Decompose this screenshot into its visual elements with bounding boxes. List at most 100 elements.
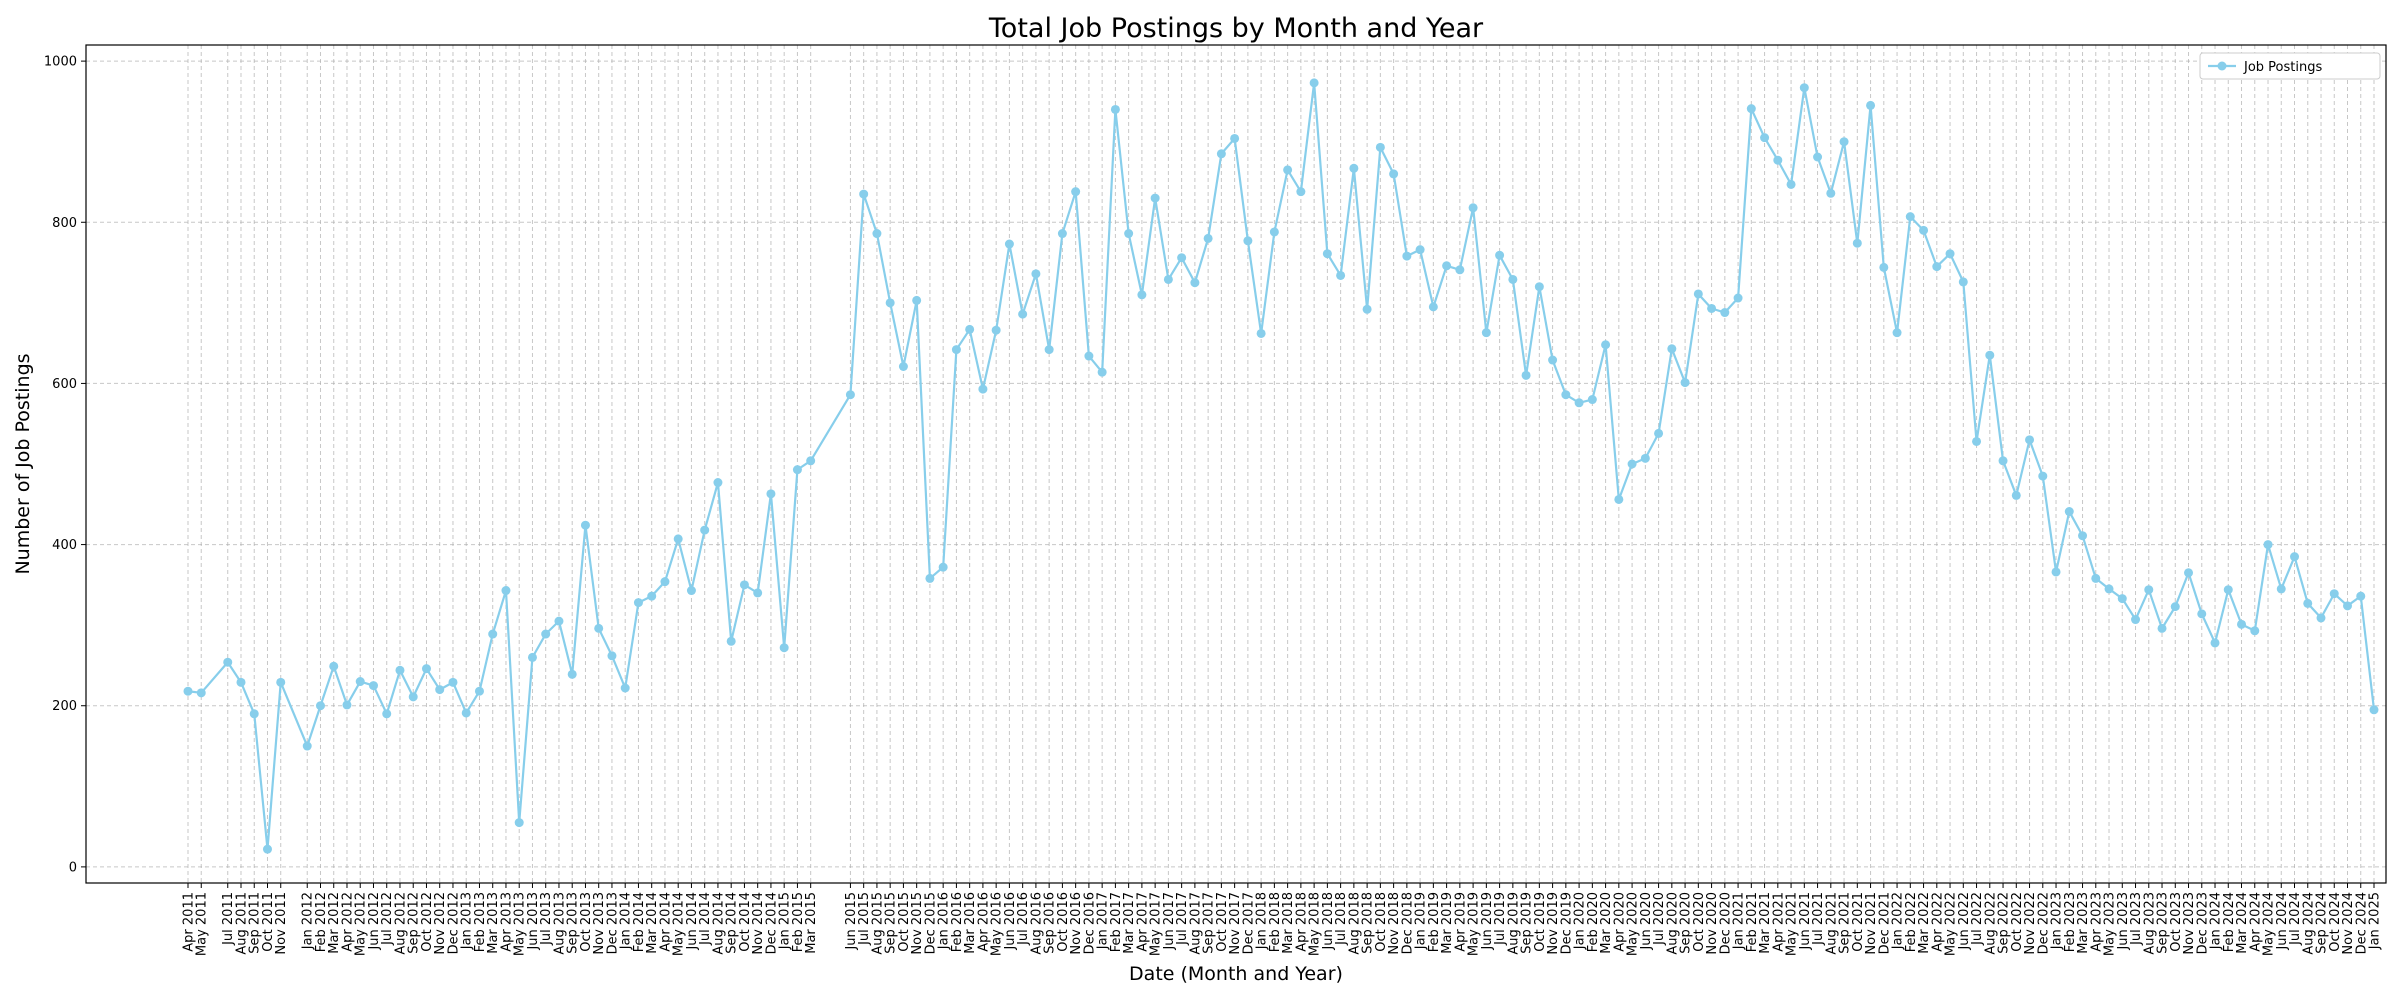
x-tick-label: Mar 2017 [1122, 892, 1137, 954]
data-point [872, 229, 882, 239]
x-tick-label: Sep 2020 [1679, 892, 1694, 954]
data-point [2316, 613, 2326, 623]
x-tick-label: Sep 2017 [1202, 892, 1217, 954]
y-tick-label: 600 [52, 377, 77, 392]
x-tick-label: Oct 2022 [2010, 892, 2025, 952]
data-point [2131, 615, 2141, 625]
x-tick-label: Jan 2025 [2368, 892, 2383, 950]
data-point [1018, 309, 1028, 319]
x-tick-label: Feb 2012 [314, 892, 329, 952]
data-point [885, 298, 895, 308]
data-point [1919, 225, 1929, 235]
x-tick-label: Mar 2013 [486, 892, 501, 954]
x-tick-label: Dec 2014 [764, 892, 779, 954]
data-point [1177, 253, 1187, 263]
data-point [223, 657, 233, 667]
data-point [2025, 435, 2035, 445]
x-tick-label: Feb 2022 [1904, 892, 1919, 952]
x-tick-label: Mar 2014 [645, 892, 660, 954]
x-tick-label: Dec 2021 [1877, 892, 1892, 954]
x-tick-label: Sep 2021 [1838, 892, 1853, 954]
legend-marker-swatch [2217, 61, 2227, 71]
data-point [1495, 250, 1505, 260]
x-tick-label: Aug 2016 [1029, 892, 1044, 955]
x-tick-label: Mar 2015 [804, 892, 819, 954]
data-point [1786, 179, 1796, 189]
data-point [1137, 290, 1147, 300]
data-point [2091, 573, 2101, 583]
data-point [753, 588, 763, 598]
data-point [2197, 609, 2207, 619]
data-point [713, 478, 723, 488]
y-tick-label: 800 [52, 216, 77, 231]
data-point [912, 295, 922, 305]
data-point [700, 525, 710, 535]
data-point [276, 677, 286, 687]
x-tick-label: Aug 2021 [1824, 892, 1839, 955]
x-tick-label: Jan 2024 [2209, 892, 2224, 950]
x-tick-label: Aug 2022 [1983, 892, 1998, 955]
data-point [541, 629, 551, 639]
data-point [1852, 238, 1862, 248]
data-point [938, 562, 948, 572]
gridlines [86, 45, 2386, 883]
x-tick-label: Oct 2012 [420, 892, 435, 952]
data-point [1428, 302, 1438, 312]
x-tick-label: Aug 2024 [2301, 892, 2316, 955]
x-tick-label: Feb 2013 [473, 892, 488, 952]
data-point [1468, 203, 1478, 213]
x-tick-label: Apr 2018 [1294, 892, 1309, 952]
x-tick-label: Aug 2017 [1188, 892, 1203, 955]
x-tick-label: Nov 2015 [910, 892, 925, 955]
x-tick-label: Mar 2012 [327, 892, 342, 954]
data-point [806, 456, 816, 466]
data-point [1243, 236, 1253, 246]
x-tick-label: Mar 2020 [1599, 892, 1614, 954]
data-point [845, 390, 855, 400]
data-point [1283, 165, 1293, 175]
data-point [1905, 212, 1915, 222]
x-tick-label: Apr 2021 [1771, 892, 1786, 952]
x-tick-label: Dec 2018 [1400, 892, 1415, 954]
x-tick-label: May 2011 [195, 892, 210, 956]
series-line-layer [187, 81, 2376, 851]
data-point [1203, 233, 1213, 243]
data-point [1574, 398, 1584, 408]
data-point [461, 708, 471, 718]
data-point [236, 677, 246, 687]
x-tick-label: Sep 2014 [725, 892, 740, 954]
x-tick-label: Apr 2019 [1453, 892, 1468, 952]
data-point [726, 636, 736, 646]
x-tick-label: Feb 2020 [1586, 892, 1601, 952]
data-point [1945, 249, 1955, 259]
x-tick-label: Jul 2011 [221, 892, 236, 946]
x-tick-label: Jan 2016 [937, 892, 952, 950]
x-tick-label: Sep 2013 [566, 892, 581, 954]
x-tick-label: Apr 2017 [1135, 892, 1150, 952]
data-point [766, 489, 776, 499]
data-point [1442, 261, 1452, 271]
data-point [1230, 133, 1240, 143]
x-tick-label: Mar 2024 [2235, 892, 2250, 954]
x-tick-label: Aug 2014 [711, 892, 726, 955]
data-point [779, 643, 789, 653]
x-tick-label: Oct 2015 [897, 892, 912, 952]
x-tick-label: Dec 2023 [2195, 892, 2210, 954]
x-tick-label: Sep 2016 [1043, 892, 1058, 954]
data-point [262, 844, 272, 854]
data-point [1892, 328, 1902, 338]
data-point [1866, 100, 1876, 110]
data-point [2263, 540, 2273, 550]
data-point [1680, 378, 1690, 388]
x-tick-label: Apr 2023 [2089, 892, 2104, 952]
x-tick-label: Nov 2014 [751, 892, 766, 955]
data-point [1998, 456, 2008, 466]
x-tick-label: Feb 2018 [1268, 892, 1283, 952]
x-tick-label: Jul 2012 [380, 892, 395, 946]
data-point [1256, 328, 1266, 338]
x-tick-label: Nov 2016 [1069, 892, 1084, 955]
x-tick-label: Aug 2018 [1347, 892, 1362, 955]
data-point [925, 573, 935, 583]
series-points-layer [183, 78, 2379, 854]
x-tick-label: Jun 2014 [685, 892, 700, 951]
